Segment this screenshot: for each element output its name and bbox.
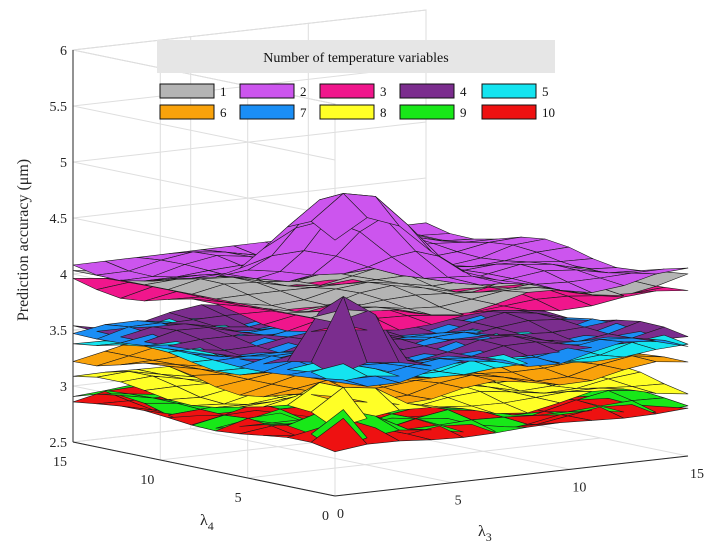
y-axis-label: Prediction accuracy (μm): [15, 159, 32, 321]
y-tick-label: 2.5: [50, 436, 68, 451]
y-tick-label: 3: [60, 380, 67, 395]
surface-patch-series-4: [310, 296, 368, 377]
x-axis-label-sub: 3: [486, 530, 492, 544]
legend-label-3: 3: [380, 84, 387, 99]
y-tick-label: 3.5: [50, 324, 68, 339]
y-tick-label: 6: [60, 44, 67, 59]
legend-label-7: 7: [300, 105, 307, 120]
legend-label-6: 6: [220, 105, 227, 120]
legend: Number of temperature variables 1 2 3 4 5 6 7 8…: [157, 40, 555, 120]
depth-axis-label-sub: 4: [208, 519, 214, 533]
legend-swatch-1: [159, 83, 215, 99]
legend-swatch-5: [481, 83, 537, 99]
legend-swatch-9: [399, 104, 455, 120]
y-tick-label: 4: [60, 268, 67, 283]
x-axis-label-base: λ: [478, 523, 486, 540]
y-tick-label: 5: [60, 156, 67, 171]
x-axis-label: λ3: [478, 523, 492, 544]
legend-swatch-10: [481, 104, 537, 120]
legend-swatch-7: [239, 104, 295, 120]
legend-swatch-2: [239, 83, 295, 99]
surface-patch-series-5: [310, 363, 368, 383]
x-tick-label: 5: [455, 494, 462, 509]
y-tick-label: 5.5: [50, 100, 68, 115]
legend-swatch-8: [319, 104, 375, 120]
y-tick-label: 4.5: [50, 212, 68, 227]
legend-swatch-6: [159, 104, 215, 120]
surface-patch-series-8: [310, 386, 368, 429]
legend-swatch-3: [319, 83, 375, 99]
x-axis-line: [334, 455, 689, 497]
legend-label-8: 8: [380, 105, 387, 120]
surface-plot: [72, 193, 689, 453]
legend-swatch-4: [399, 83, 455, 99]
depth-tick-label: 15: [53, 455, 67, 470]
legend-label-4: 4: [460, 84, 467, 99]
legend-title: Number of temperature variables: [263, 51, 448, 66]
legend-label-10: 10: [542, 105, 555, 120]
surface-patch-series-2: [310, 193, 368, 241]
legend-label-1: 1: [220, 84, 227, 99]
depth-tick-label: 5: [235, 491, 242, 506]
depth-axis-line: [72, 441, 336, 497]
legend-label-5: 5: [542, 84, 549, 99]
surface-patch-series-7: [310, 377, 368, 387]
legend-label-9: 9: [460, 105, 467, 120]
legend-label-2: 2: [300, 84, 307, 99]
depth-tick-label: 10: [140, 473, 154, 488]
x-tick-label: 10: [572, 480, 586, 495]
x-tick-label: 0: [337, 507, 344, 522]
depth-axis-label: λ4: [200, 512, 214, 533]
surface-patch-series-10: [310, 417, 368, 453]
x-tick-label: 15: [690, 467, 704, 482]
legend-title-box: [157, 40, 555, 73]
depth-tick-label: 0: [322, 509, 329, 524]
depth-axis-label-base: λ: [200, 512, 208, 529]
